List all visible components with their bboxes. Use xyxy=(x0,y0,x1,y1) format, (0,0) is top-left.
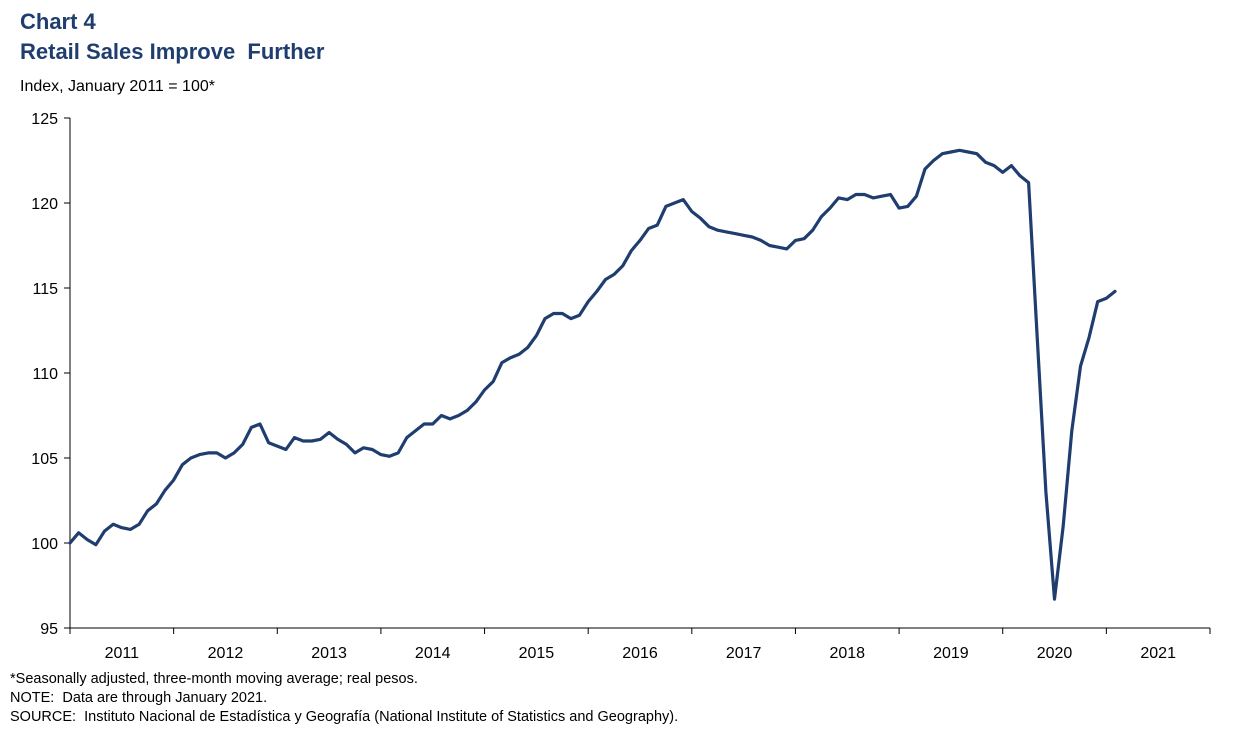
x-tick-label: 2015 xyxy=(519,645,555,662)
x-tick-label: 2013 xyxy=(311,645,347,662)
y-tick-label: 105 xyxy=(31,451,58,468)
chart-label: Chart 4 xyxy=(20,9,96,34)
x-tick-label: 2012 xyxy=(208,645,244,662)
x-tick-label: 2021 xyxy=(1140,645,1176,662)
x-tick-label: 2019 xyxy=(933,645,969,662)
y-tick-label: 100 xyxy=(31,536,58,553)
x-tick-label: 2020 xyxy=(1037,645,1073,662)
y-tick-label: 125 xyxy=(31,111,58,128)
footnote-note: NOTE: Data are through January 2021. xyxy=(10,690,268,706)
x-tick-label: 2017 xyxy=(726,645,762,662)
y-tick-label: 110 xyxy=(32,366,58,383)
y-tick-label: 115 xyxy=(32,281,58,298)
y-tick-label: 120 xyxy=(31,196,58,213)
chart-title: Retail Sales Improve Further xyxy=(20,39,325,64)
x-tick-label: 2018 xyxy=(829,645,865,662)
footnotes: *Seasonally adjusted, three-month moving… xyxy=(10,670,678,727)
footnote-source: SOURCE: Instituto Nacional de Estadístic… xyxy=(10,709,679,725)
series-line-retail-sales xyxy=(68,148,1117,601)
footnote-seasonal: *Seasonally adjusted, three-month moving… xyxy=(10,671,418,687)
x-tick-label: 2011 xyxy=(105,645,140,662)
y-tick-label: 95 xyxy=(40,621,58,638)
x-tick-label: 2014 xyxy=(415,645,451,662)
y-axis-label: Index, January 2011 = 100* xyxy=(20,78,215,95)
x-tick-label: 2016 xyxy=(622,645,658,662)
